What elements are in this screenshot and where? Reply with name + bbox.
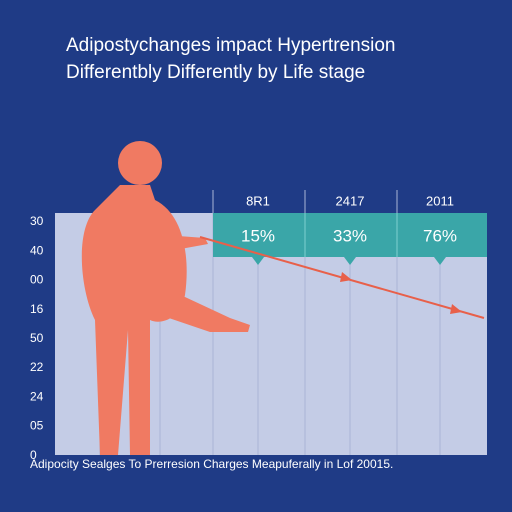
axis-label: 30	[30, 214, 44, 228]
callout-band	[213, 213, 487, 257]
axis-label: 40	[30, 243, 44, 257]
axis-labels: 30 40 00 16 50 22 24 05 0	[30, 214, 44, 462]
axis-label: 16	[30, 302, 44, 316]
axis-label: 22	[30, 360, 44, 374]
columns: 8R1 15% 2417 33% 2011 76%	[241, 193, 457, 245]
callout-value: 33%	[333, 226, 367, 245]
axis-label: 0	[30, 448, 37, 462]
column-header: 8R1	[246, 193, 270, 208]
callout-value: 76%	[423, 226, 457, 245]
callout-dividers	[304, 213, 398, 257]
axis-label: 50	[30, 331, 44, 345]
axis-label: 05	[30, 419, 44, 433]
footer: Adipocity Sealges To Prerresion Charges …	[30, 457, 393, 471]
column-header: 2417	[336, 193, 365, 208]
column-header: 2011	[426, 193, 454, 208]
title-line: Adipostychanges impact Hypertrension	[66, 35, 396, 56]
callout-pointers	[252, 257, 446, 265]
title-line: Differentbly Differently by Life stage	[66, 62, 365, 83]
trend-arrow	[199, 236, 485, 319]
axis-label: 00	[30, 273, 44, 287]
person	[81, 141, 250, 455]
axis-label: 24	[30, 389, 44, 403]
callout-value: 15%	[241, 226, 275, 245]
